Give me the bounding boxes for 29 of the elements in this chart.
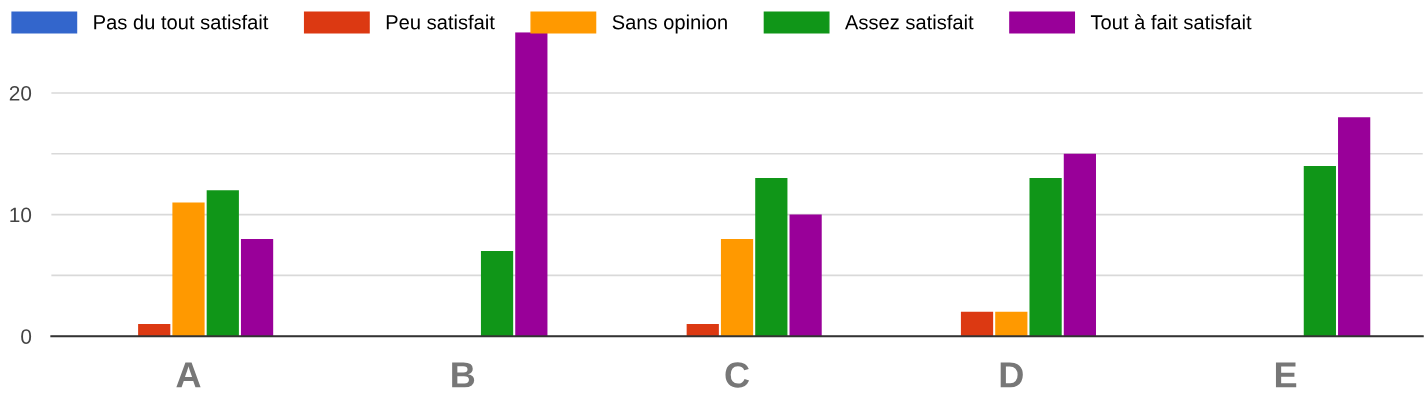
bar bbox=[172, 202, 205, 337]
bar bbox=[1338, 117, 1371, 337]
x-tick-label: A bbox=[176, 362, 201, 388]
bar bbox=[138, 324, 171, 337]
y-tick-label: 20 bbox=[9, 85, 32, 101]
bar bbox=[206, 190, 239, 337]
x-tick-label: D bbox=[1000, 362, 1023, 388]
bar bbox=[515, 32, 548, 337]
bar bbox=[1303, 165, 1336, 337]
x-tick-label: B bbox=[452, 362, 475, 388]
x-tick-label: E bbox=[1275, 362, 1297, 388]
bar bbox=[240, 238, 274, 337]
legend-label: Tout à fait satisfait bbox=[1090, 14, 1252, 30]
legend-label: Sans opinion bbox=[612, 14, 727, 34]
x-tick-label: C bbox=[725, 362, 750, 388]
bar bbox=[789, 214, 822, 337]
legend-label: Assez satisfait bbox=[844, 14, 974, 30]
bar bbox=[1063, 153, 1096, 337]
bar bbox=[960, 311, 994, 337]
bar bbox=[1029, 178, 1062, 337]
bar bbox=[720, 238, 754, 337]
legend-label: Peu satisfait bbox=[386, 14, 495, 30]
bar bbox=[755, 178, 788, 337]
bar bbox=[686, 324, 719, 337]
legend-label: Pas du tout satisfait bbox=[94, 14, 269, 30]
bar bbox=[995, 311, 1028, 337]
y-tick-label: 0 bbox=[21, 329, 32, 344]
bar bbox=[480, 251, 514, 337]
y-tick-label: 10 bbox=[10, 207, 32, 223]
